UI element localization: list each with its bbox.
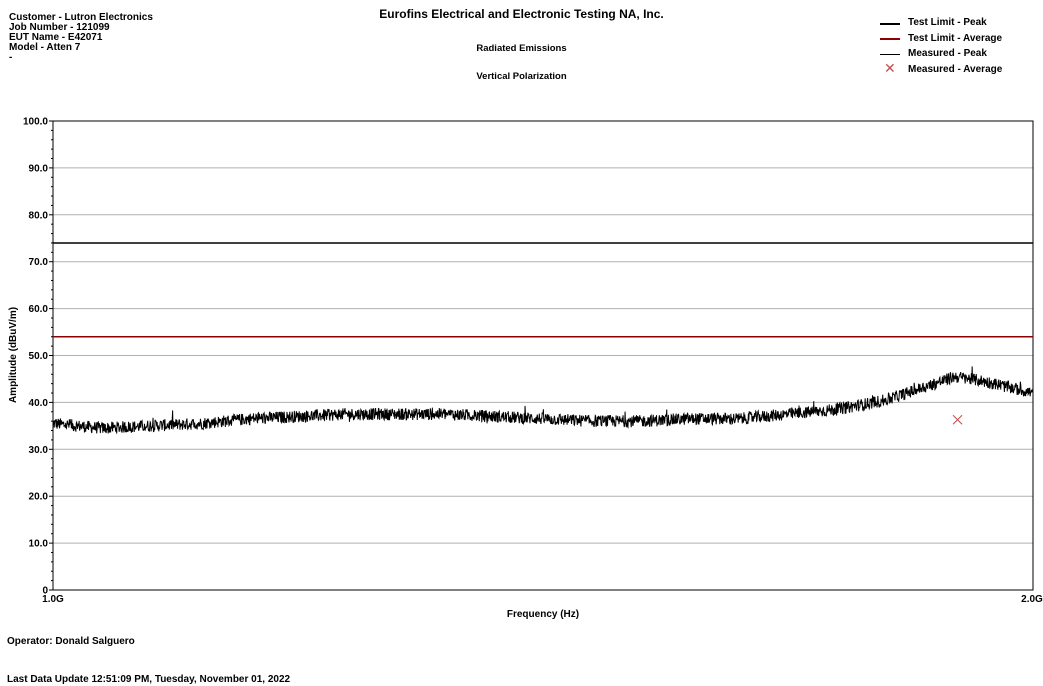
extra-info-label: - bbox=[9, 52, 13, 63]
customer-label: Customer - Lutron Electronics bbox=[9, 12, 153, 23]
y-tick-label: 40.0 bbox=[29, 398, 49, 409]
y-tick-label: 90.0 bbox=[29, 163, 49, 174]
series-group bbox=[52, 242, 1034, 434]
operator-label: Operator: Donald Salguero bbox=[7, 636, 135, 647]
x-tick-label-start: 1.0G bbox=[42, 594, 64, 605]
legend-item-measured-peak: Measured - Peak bbox=[880, 46, 1002, 62]
legend-label: Test Limit - Peak bbox=[908, 17, 987, 29]
y-tick-label: 50.0 bbox=[29, 351, 49, 362]
y-tick-label: 60.0 bbox=[29, 304, 49, 315]
line-icon bbox=[880, 32, 900, 44]
grid-lines bbox=[53, 167, 1033, 544]
y-tick-label: 0 bbox=[42, 586, 48, 597]
y-axis-label: Amplitude (dBuV/m) bbox=[8, 307, 19, 403]
legend-item-test-limit-average: Test Limit - Average bbox=[880, 31, 1002, 47]
measured-average-point bbox=[952, 414, 963, 425]
chart-legend: Test Limit - Peak Test Limit - Average M… bbox=[880, 15, 1002, 77]
legend-label: Measured - Peak bbox=[908, 48, 987, 60]
model-label: Model - Atten 7 bbox=[9, 42, 81, 53]
chart-subtitle-emissions: Radiated Emissions bbox=[476, 43, 567, 54]
thin-line-icon bbox=[880, 48, 900, 60]
job-number-label: Job Number - 121099 bbox=[9, 22, 110, 33]
y-tick-label: 80.0 bbox=[29, 210, 49, 221]
y-tick-label: 20.0 bbox=[29, 492, 49, 503]
y-tick-label: 100.0 bbox=[23, 117, 48, 128]
x-marker-icon: ✕ bbox=[884, 60, 896, 77]
chart-subtitle-polarization: Vertical Polarization bbox=[476, 71, 567, 82]
legend-item-test-limit-peak: Test Limit - Peak bbox=[880, 15, 1002, 31]
y-axis-ticks: 0 10.0 20.0 30.0 40.0 50.0 60.0 70.0 80.0 90.0 100… bbox=[23, 117, 53, 597]
last-update-label: Last Data Update 12:51:09 PM, Tuesday, N… bbox=[7, 674, 291, 685]
legend-item-measured-average: ✕ Measured - Average bbox=[880, 60, 1003, 78]
y-tick-label: 70.0 bbox=[29, 257, 49, 268]
test-info-block: Customer - Lutron Electronics Job Number… bbox=[9, 13, 153, 63]
legend-label: Test Limit - Average bbox=[908, 32, 1003, 44]
chart-title: Eurofins Electrical and Electronic Testi… bbox=[379, 7, 664, 21]
thick-line-icon bbox=[880, 17, 900, 29]
legend-label: Measured - Average bbox=[908, 63, 1003, 75]
y-tick-label: 10.0 bbox=[29, 539, 49, 550]
x-tick-label-end: 2.0G bbox=[1021, 594, 1043, 605]
series-measured-peak bbox=[52, 366, 1034, 434]
x-axis-label: Frequency (Hz) bbox=[507, 609, 579, 620]
y-tick-label: 30.0 bbox=[29, 445, 49, 456]
eut-name-label: EUT Name - E42071 bbox=[9, 32, 103, 43]
